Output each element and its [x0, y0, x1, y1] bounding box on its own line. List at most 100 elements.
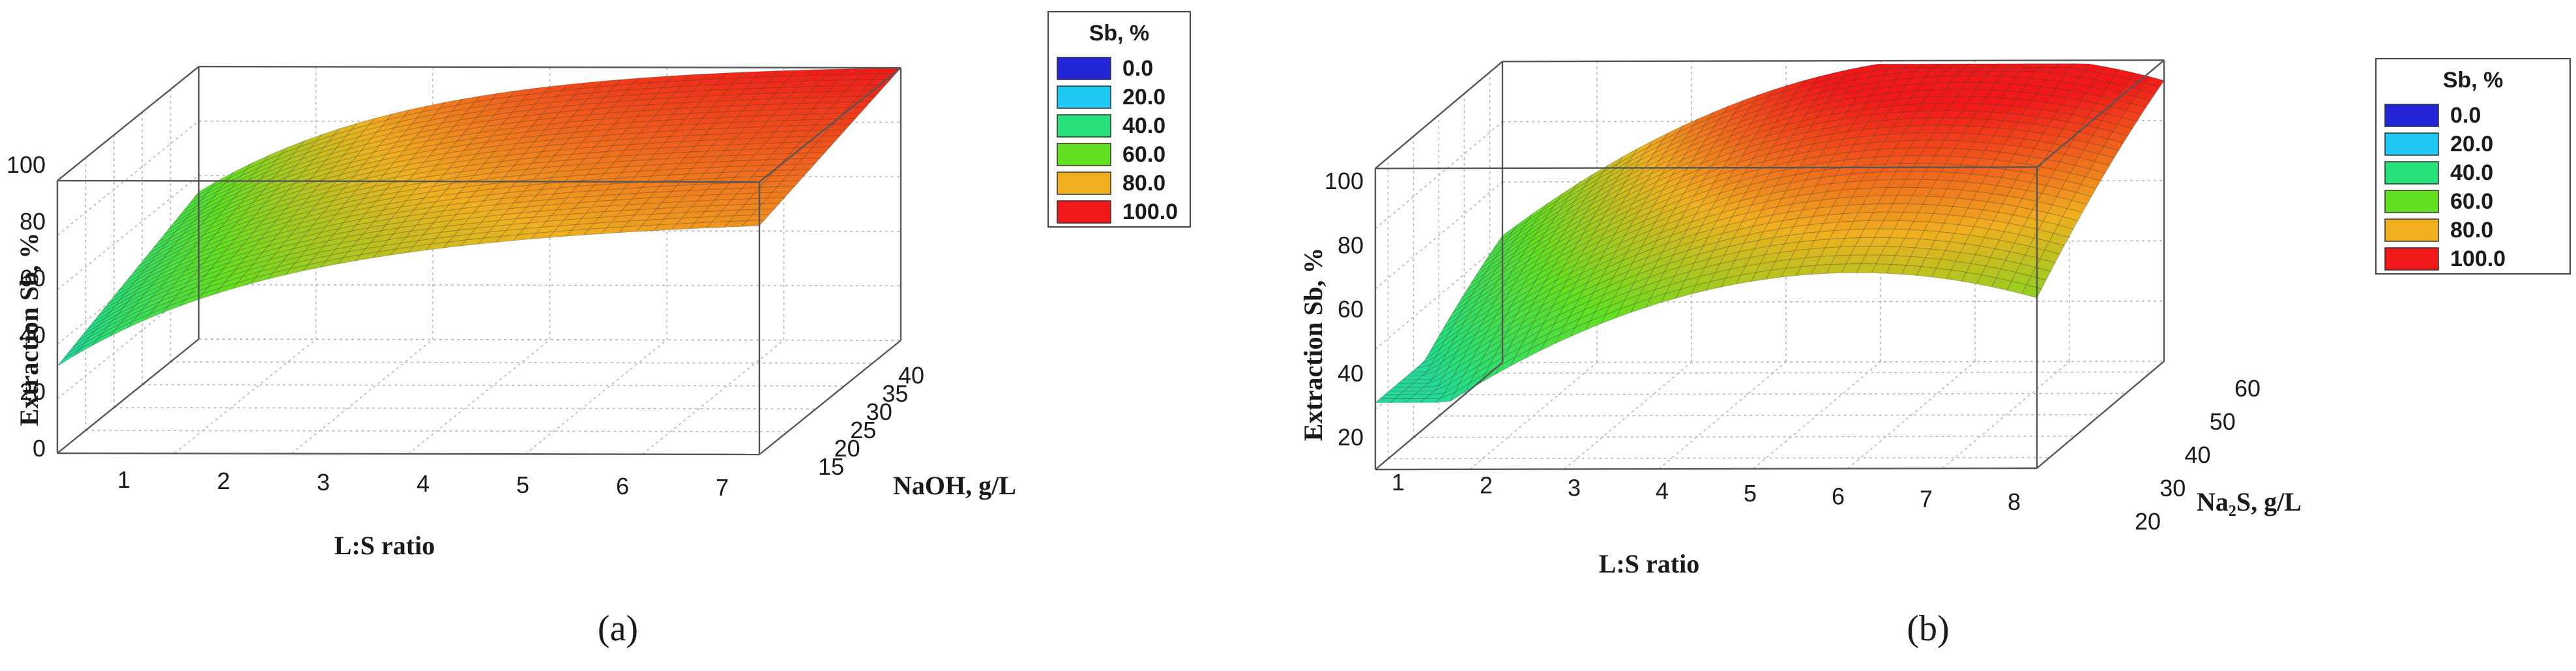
legend-label: 100.0: [2450, 246, 2506, 271]
z-tick-label: 40: [1338, 360, 1364, 387]
grid-line: [142, 384, 845, 387]
grid-line: [173, 338, 317, 454]
surface-cell: [2085, 168, 2106, 181]
legend-label: 0.0: [2450, 103, 2481, 128]
surface-cell: [766, 191, 791, 199]
legend-label: 80.0: [2450, 218, 2493, 243]
z-tick-label: 100: [7, 151, 46, 178]
z-tick-label: 100: [1325, 168, 1364, 194]
legend-label: 20.0: [2450, 132, 2493, 157]
surface-cell: [2089, 161, 2111, 174]
x-tick-label: 7: [1920, 486, 1933, 513]
y-tick-label: 30: [2159, 475, 2186, 501]
frame-line: [1502, 59, 2165, 63]
grid-line: [1375, 181, 1503, 290]
x-tick-label: 4: [417, 470, 430, 497]
grid-line: [1464, 393, 2126, 396]
z-tick-label: 40: [20, 321, 46, 348]
grid-line: [641, 340, 785, 455]
surface-cell: [2135, 89, 2156, 101]
surface-cell: [852, 95, 877, 103]
frame-line: [2036, 361, 2165, 469]
frame-line: [57, 66, 199, 181]
panel-caption-b: (b): [1907, 608, 1949, 649]
surface-cell: [806, 146, 831, 154]
surface-cell: [2071, 192, 2092, 205]
y-axis-title-b: Na₂S, g/L: [2197, 487, 2302, 516]
z-tick-label: 60: [1338, 296, 1364, 323]
grid-line: [1388, 456, 2050, 460]
z-tick-label: 60: [20, 265, 46, 291]
frame-line: [1375, 166, 2038, 170]
legend-swatch: [2384, 247, 2439, 271]
grid-line: [1413, 435, 2075, 438]
x-tick-label: 2: [217, 468, 230, 494]
z-axis-title-a: Extraction Sb, %: [14, 233, 44, 426]
surface-cell: [57, 348, 81, 366]
grid-line: [57, 121, 199, 236]
legend-swatch: [1057, 57, 1111, 80]
frame-line: [759, 67, 901, 183]
x-tick-label: 5: [1744, 480, 1757, 507]
legend-swatch: [2384, 218, 2439, 242]
grid-line: [1489, 371, 2152, 374]
z-tick-label: 80: [1338, 231, 1364, 258]
grid-line: [1847, 361, 1976, 470]
x-tick-label: 5: [516, 471, 529, 498]
frame-line: [1375, 61, 1503, 170]
x-tick-label: 8: [2008, 488, 2021, 515]
surface-a: [57, 67, 902, 366]
y-tick-label: 50: [2210, 408, 2236, 435]
legend-swatch: [1057, 171, 1111, 195]
frame-line: [1375, 467, 2038, 471]
legend-a: Sb, % 0.0 20.0 40.0 60.0 80.0 100.0: [1047, 11, 1191, 228]
legend-label: 0.0: [1122, 56, 1153, 81]
legend-title: Sb, %: [2443, 68, 2504, 93]
box-frame-a: [56, 65, 902, 456]
legend-label: 60.0: [1122, 142, 1165, 167]
frame-line: [198, 65, 901, 69]
x-tick-label: 2: [1480, 471, 1493, 498]
legend-swatch: [1057, 200, 1111, 224]
y-tick-label: 60: [2234, 375, 2261, 402]
frame-line: [2036, 59, 2165, 168]
z-tick-label: 20: [20, 378, 46, 405]
x-tick-label: 6: [1832, 483, 1845, 509]
grid-line: [1439, 414, 2101, 417]
y-tick-label: 20: [834, 435, 860, 462]
legend-title: Sb, %: [1089, 21, 1150, 46]
grid-line: [1753, 361, 1881, 470]
legend-label: 100.0: [1122, 200, 1178, 224]
panel-caption-a: (a): [598, 608, 638, 649]
z-tick-label: 20: [1338, 424, 1364, 451]
z-tick-label: 80: [20, 208, 46, 235]
grid-line: [291, 339, 433, 455]
surface-cell: [872, 73, 897, 80]
y-tick-label: 40: [898, 362, 924, 389]
y-tick-label: 30: [866, 398, 892, 425]
x-tick-label: 7: [716, 474, 729, 501]
grid-line: [407, 339, 551, 455]
grid-line: [1502, 300, 2165, 303]
y-tick-label: 35: [882, 380, 908, 407]
surface-cell: [2139, 82, 2160, 95]
surface-b: [1374, 63, 2165, 403]
y-axis-title-a: NaOH, g/L: [893, 471, 1016, 500]
legend-swatch: [2384, 161, 2439, 185]
grid-line: [1502, 361, 2165, 363]
frame-line: [759, 340, 901, 455]
y-tick-label: 15: [818, 453, 844, 480]
legend-label: 20.0: [1122, 85, 1165, 110]
legend-label: 40.0: [2450, 160, 2493, 185]
legend-swatch: [2384, 132, 2439, 156]
surface-cell: [782, 174, 806, 182]
legend-box: [1047, 11, 1191, 228]
surface-cell: [2075, 184, 2097, 197]
legend-swatch: [1057, 114, 1111, 138]
box-frame-b: [1374, 59, 2165, 471]
z-axis-title-b: Extraction Sb, %: [1298, 248, 1328, 441]
ticks-b: 1 2 3 4 5 6 7 8 20 30 40 50 60 20 40 60 80 100: [1325, 168, 2261, 535]
